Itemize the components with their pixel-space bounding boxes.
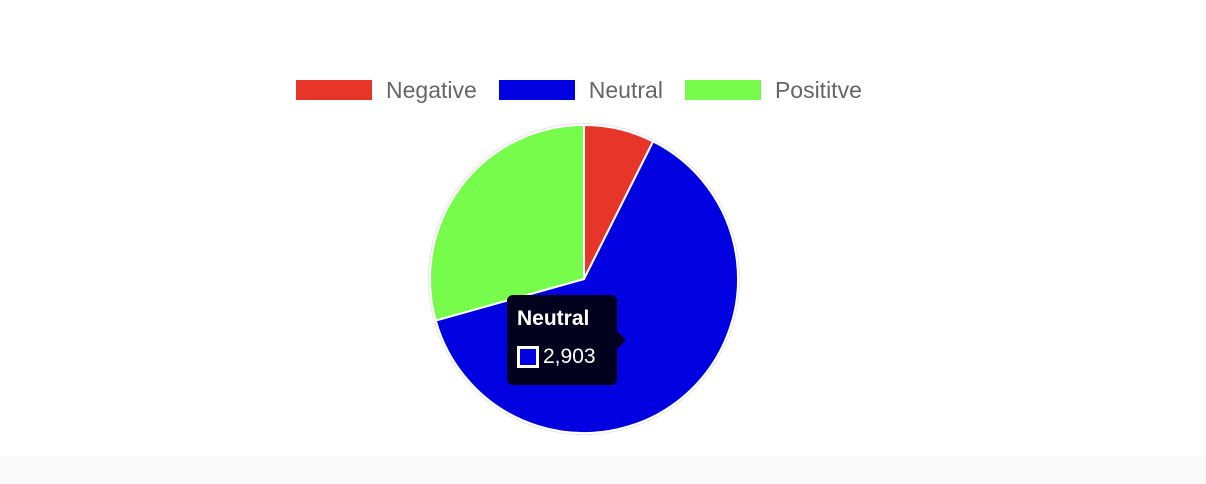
pie-slice-positive[interactable] xyxy=(429,123,585,322)
tooltip-caret xyxy=(617,331,626,349)
legend-swatch-neutral xyxy=(498,80,575,100)
legend-item-positive[interactable]: Posititve xyxy=(684,76,862,104)
legend-label-positive: Posititve xyxy=(774,77,862,103)
tooltip: Neutral 2,903 xyxy=(507,295,626,385)
legend-item-neutral[interactable]: Neutral xyxy=(498,76,663,104)
tooltip-value: 2,903 xyxy=(543,345,596,368)
legend-swatch-negative xyxy=(296,80,372,100)
legend-label-negative: Negative xyxy=(386,77,477,103)
legend-item-negative[interactable]: Negative xyxy=(296,76,477,104)
tooltip-body: 2,903 xyxy=(517,345,607,369)
legend-label-neutral: Neutral xyxy=(588,77,663,103)
legend: Negative Neutral Posititve xyxy=(296,76,884,104)
tooltip-swatch xyxy=(517,346,539,368)
legend-swatch-positive xyxy=(684,80,761,100)
tooltip-title: Neutral xyxy=(517,307,590,330)
footer-strip xyxy=(0,456,1206,484)
